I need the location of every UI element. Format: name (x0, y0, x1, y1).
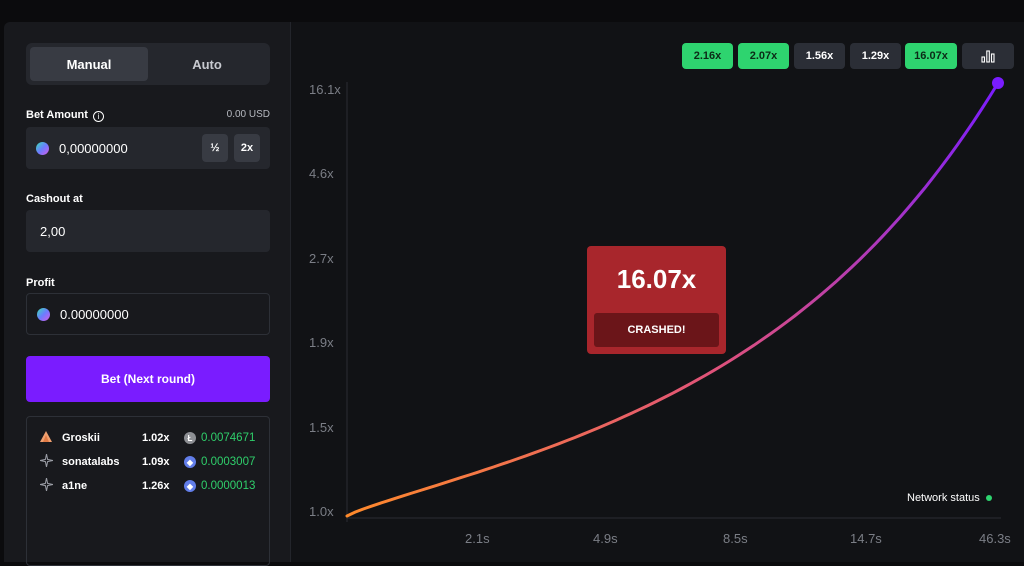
player-name: sonatalabs (62, 456, 120, 468)
x-tick-label: 14.7s (850, 531, 882, 546)
x-tick-label: 2.1s (465, 531, 490, 546)
y-tick-label: 1.9x (309, 335, 334, 350)
x-tick-label: 8.5s (723, 531, 748, 546)
network-status-label: Network status (907, 492, 980, 504)
y-tick-label: 1.0x (309, 504, 334, 519)
bet-amount-field[interactable]: 0,00000000 ½ 2x (26, 127, 270, 169)
bet-amount-usd: 0.00 USD (226, 109, 270, 120)
bet-panel: Manual Auto Bet Amount i 0.00 USD 0,00000… (4, 22, 290, 566)
history-item[interactable]: 1.56x (794, 43, 845, 69)
player-row: sonatalabs 1.09x ◆ 0.0003007 (27, 450, 269, 474)
y-tick-label: 4.6x (309, 166, 334, 181)
double-bet-button[interactable]: 2x (234, 134, 260, 162)
crash-game-app: Manual Auto Bet Amount i 0.00 USD 0,00000… (4, 22, 1014, 566)
y-tick-label: 2.7x (309, 251, 334, 266)
player-amount: 0.0000013 (201, 480, 256, 492)
player-amount: 0.0074671 (201, 432, 256, 444)
mode-tabs: Manual Auto (26, 43, 270, 85)
player-multiplier: 1.26x (142, 480, 170, 492)
players-list: Groskii 1.02x Ł 0.0074671 sonatalabs 1.0… (26, 416, 270, 566)
history-item[interactable]: 2.07x (738, 43, 789, 69)
profit-label: Profit (26, 277, 55, 289)
player-multiplier: 1.02x (142, 432, 170, 444)
bet-amount-label: Bet Amount i (26, 109, 104, 122)
player-row: a1ne 1.26x ◆ 0.0000013 (27, 474, 269, 498)
cashout-value[interactable]: 2,00 (40, 223, 66, 239)
network-status[interactable]: Network status (907, 492, 992, 504)
solana-coin-icon (37, 307, 50, 321)
game-area: 2.16x 2.07x 1.56x 1.29x 16.07x 16.1x 4.6… (290, 22, 1024, 562)
player-name: Groskii (62, 432, 100, 444)
info-icon[interactable]: i (92, 111, 104, 122)
half-bet-button[interactable]: ½ (202, 134, 228, 162)
tab-auto[interactable]: Auto (192, 56, 222, 72)
profit-value: 0.00000000 (60, 306, 129, 322)
player-name: a1ne (62, 480, 88, 492)
status-dot-icon (985, 495, 992, 501)
crash-result-card: 16.07x CRASHED! (587, 246, 726, 354)
history-item[interactable]: 2.16x (682, 43, 733, 69)
sparkle-avatar-icon (38, 453, 54, 470)
cashout-field[interactable]: 2,00 (26, 210, 270, 252)
stats-button[interactable] (962, 43, 1014, 69)
sparkle-avatar-icon (38, 477, 54, 494)
multiplier-chart (345, 77, 1004, 522)
tab-manual[interactable]: Manual (30, 47, 148, 81)
triangle-avatar-icon (38, 431, 54, 445)
bet-amount-value[interactable]: 0,00000000 (59, 140, 128, 156)
curve-end-dot (992, 77, 1004, 89)
player-row: Groskii 1.02x Ł 0.0074671 (27, 426, 269, 450)
history-item[interactable]: 16.07x (905, 43, 957, 69)
ethereum-icon: ◆ (184, 480, 196, 492)
x-tick-label: 46.3s (979, 531, 1011, 546)
y-tick-label: 1.5x (309, 420, 334, 435)
multiplier-curve (345, 81, 1000, 518)
y-tick-label: 16.1x (309, 82, 341, 97)
crash-multiplier: 16.07x (616, 264, 697, 294)
litecoin-icon: Ł (184, 432, 196, 444)
bet-amount-label-text: Bet Amount (26, 109, 88, 121)
crashed-badge: CRASHED! (594, 313, 719, 347)
history-item[interactable]: 1.29x (850, 43, 901, 69)
x-tick-label: 4.9s (593, 531, 618, 546)
ethereum-icon: ◆ (184, 456, 196, 468)
player-amount: 0.0003007 (201, 456, 256, 468)
cashout-label: Cashout at (26, 193, 83, 205)
profit-field: 0.00000000 (26, 293, 270, 335)
bar-chart-icon (981, 50, 995, 63)
bet-button[interactable]: Bet (Next round) (26, 356, 270, 402)
solana-coin-icon (36, 141, 49, 155)
player-multiplier: 1.09x (142, 456, 170, 468)
